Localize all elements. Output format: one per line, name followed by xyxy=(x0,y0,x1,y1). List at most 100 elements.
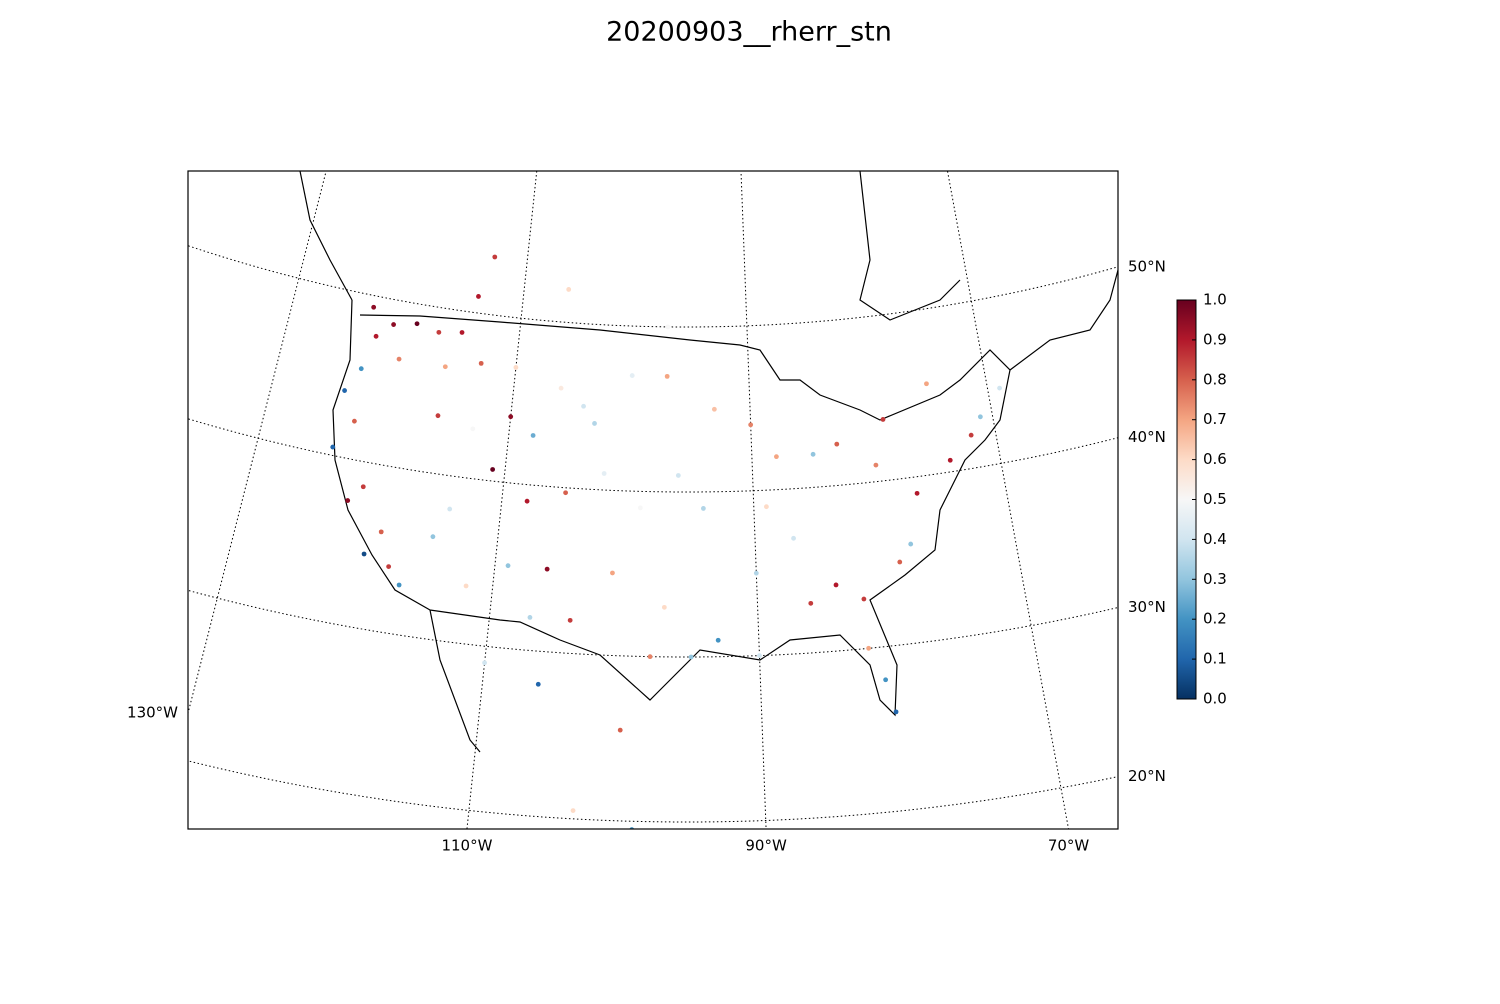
station xyxy=(947,457,953,463)
station xyxy=(482,660,487,666)
station xyxy=(753,570,759,576)
station xyxy=(893,709,899,715)
station xyxy=(330,444,336,450)
colorbar-tick-label: 0.4 xyxy=(1203,530,1227,548)
station xyxy=(360,484,366,490)
lat-label: 40°N xyxy=(1128,428,1166,446)
lat-label: 30°N xyxy=(1128,598,1166,616)
station xyxy=(558,385,564,391)
station xyxy=(386,564,392,569)
colorbar-tick-label: 0.2 xyxy=(1203,610,1227,628)
station xyxy=(675,473,681,478)
station xyxy=(396,356,402,362)
coastline-north xyxy=(299,171,1118,371)
station xyxy=(637,505,643,511)
station xyxy=(610,570,615,576)
colorbar-tick-label: 0.7 xyxy=(1203,410,1227,428)
lat-label: 50°N xyxy=(1128,257,1166,275)
station xyxy=(861,596,867,602)
lon-label: 90°W xyxy=(745,837,787,855)
colorbar-tick-label: 1.0 xyxy=(1203,291,1227,309)
coastline xyxy=(332,299,1011,753)
lon-label: 130°W xyxy=(127,704,178,722)
station xyxy=(924,381,929,387)
colorbar-tick-label: 0.3 xyxy=(1203,570,1227,588)
station xyxy=(647,654,653,660)
station xyxy=(808,600,814,606)
station xyxy=(567,617,573,623)
station xyxy=(378,529,384,535)
station xyxy=(883,677,889,683)
station xyxy=(601,471,607,476)
station xyxy=(463,583,469,589)
station xyxy=(513,365,519,370)
station xyxy=(492,254,498,260)
station xyxy=(880,417,886,422)
station xyxy=(977,414,983,420)
parallel xyxy=(188,589,1118,658)
colorbar-tick-label: 0.6 xyxy=(1203,450,1227,468)
station xyxy=(570,808,576,813)
station xyxy=(508,414,514,420)
station xyxy=(371,304,377,310)
station xyxy=(373,333,379,339)
station xyxy=(442,364,448,370)
station xyxy=(535,681,541,687)
station xyxy=(358,366,364,372)
station xyxy=(352,418,357,424)
station xyxy=(391,322,396,327)
station xyxy=(478,360,484,366)
station xyxy=(490,467,496,472)
station xyxy=(530,433,536,438)
station xyxy=(968,432,974,438)
parallel xyxy=(188,760,1118,823)
colorbar-tick-label: 0.8 xyxy=(1203,370,1227,388)
station xyxy=(700,506,706,511)
station xyxy=(435,413,441,419)
station xyxy=(563,490,568,496)
station xyxy=(629,373,635,378)
parallel xyxy=(188,245,1118,328)
station xyxy=(897,559,903,565)
lat-label: 20°N xyxy=(1128,767,1166,785)
station xyxy=(459,330,465,335)
colorbar-tick-label: 0.1 xyxy=(1203,650,1227,668)
station xyxy=(592,421,597,426)
station xyxy=(866,645,872,651)
station xyxy=(436,329,442,335)
station xyxy=(414,321,420,327)
station xyxy=(505,563,511,569)
station xyxy=(361,551,367,557)
station xyxy=(447,506,453,512)
station xyxy=(396,582,402,588)
station xyxy=(908,541,914,547)
station xyxy=(688,654,694,660)
station xyxy=(914,490,920,496)
lon-label: 110°W xyxy=(441,837,492,855)
colorbar-tick-label: 0.0 xyxy=(1203,690,1227,708)
station xyxy=(470,426,476,432)
colorbar-tick-label: 0.5 xyxy=(1203,490,1227,508)
map-title: 20200903__rherr_stn xyxy=(606,17,892,48)
station xyxy=(664,373,670,379)
colorbar-tick-label: 0.9 xyxy=(1203,330,1227,348)
station xyxy=(791,535,796,541)
station xyxy=(833,582,839,588)
lon-label: 70°W xyxy=(1048,837,1090,855)
station xyxy=(527,614,533,620)
station xyxy=(873,462,879,468)
station xyxy=(476,294,481,299)
station xyxy=(342,388,347,393)
station xyxy=(834,441,840,447)
station xyxy=(774,454,779,460)
station xyxy=(757,653,762,659)
station xyxy=(581,403,586,409)
map-frame xyxy=(187,170,1119,830)
station xyxy=(345,498,351,503)
station xyxy=(430,534,436,540)
station xyxy=(764,504,769,510)
station xyxy=(566,287,572,292)
